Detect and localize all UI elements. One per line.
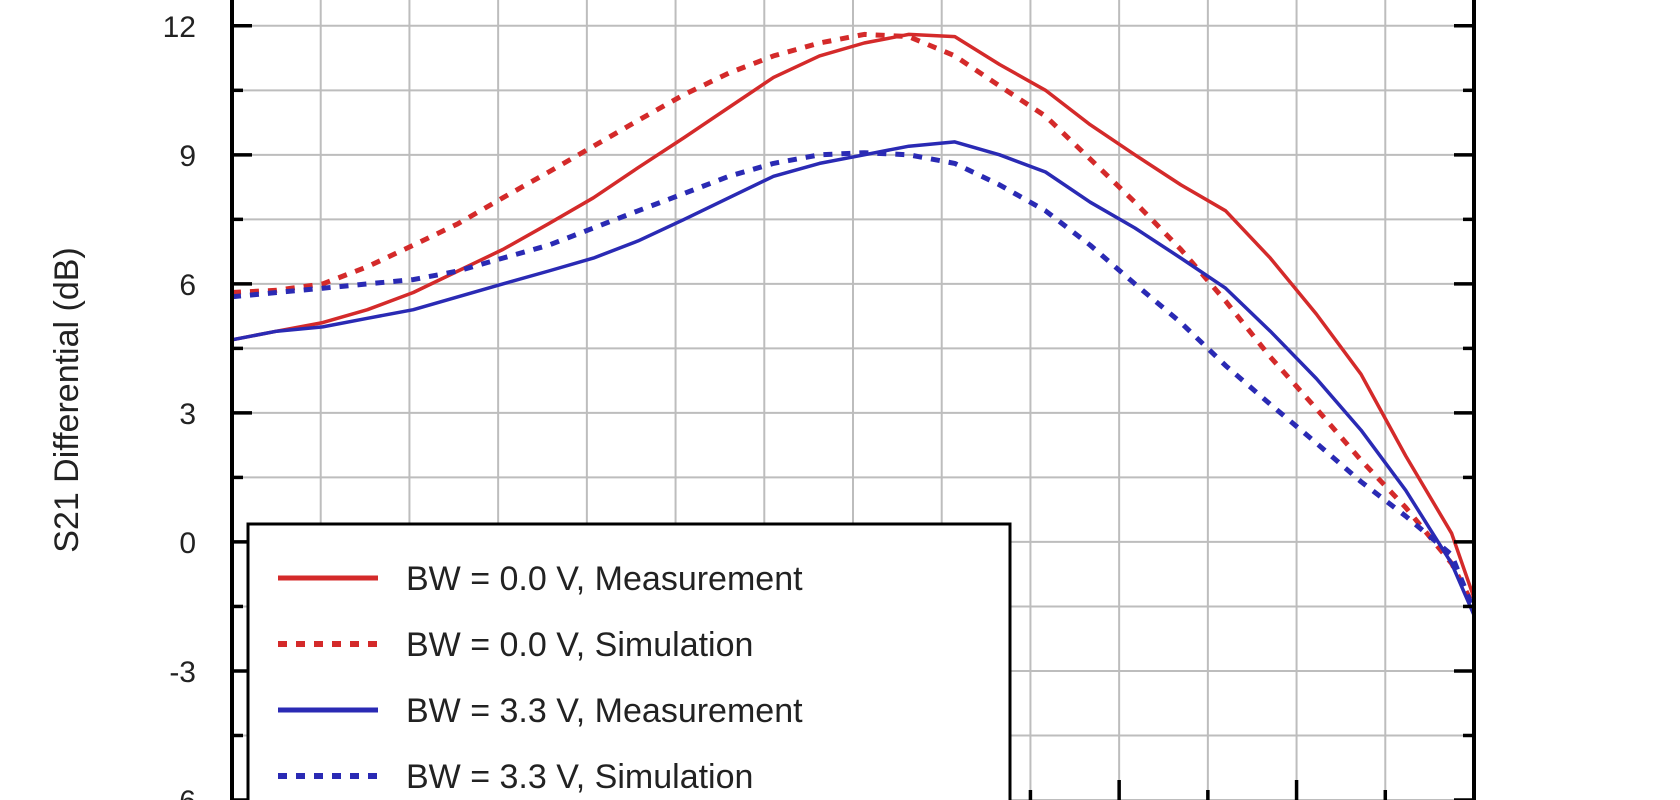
y-tick-label: 12 [163,11,196,44]
y-tick-label: 6 [179,269,196,302]
y-tick-label: 0 [179,527,196,560]
y-tick-labels: -6 -3 0 3 6 9 12 [163,11,196,800]
series-line-2 [231,31,1477,608]
legend-label-4: BW = 3.3 V, Simulation [406,758,753,796]
y-tick-label: -6 [169,785,196,800]
series-line-4 [231,150,1477,612]
y-tick-label: 3 [179,398,196,431]
legend-box [246,522,1012,800]
y-axis-label: S21 Differential (dB) [48,247,86,553]
series-layer [231,31,1477,616]
legend-label-3: BW = 3.3 V, Measurement [406,692,803,730]
legend-label-1: BW = 0.0 V, Measurement [406,560,803,598]
y-tick-label: 9 [179,140,196,173]
y-tick-label: -3 [169,656,196,689]
series-line-1 [231,32,1476,599]
legend-label-2: BW = 0.0 V, Simulation [406,626,753,664]
legend: BW = 0.0 V, Measurement BW = 0.0 V, Simul… [246,522,1012,800]
